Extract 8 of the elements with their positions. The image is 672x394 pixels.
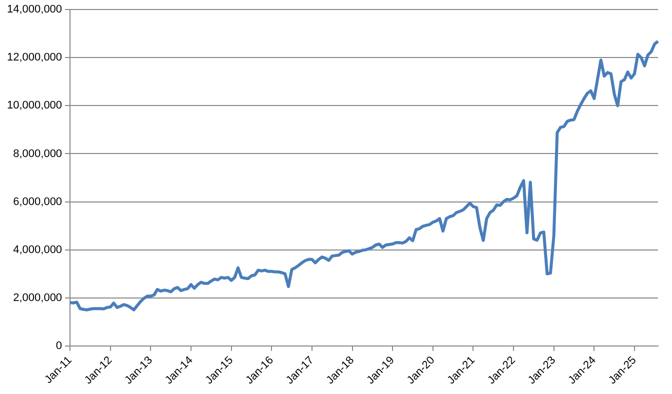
y-tick-label: 14,000,000 — [6, 4, 62, 16]
y-tick-label: 2,000,000 — [13, 292, 62, 304]
y-tick-label: 8,000,000 — [13, 148, 62, 160]
y-tick-label: 10,000,000 — [6, 100, 62, 112]
y-tick-label: 0 — [56, 340, 62, 352]
y-tick-label: 4,000,000 — [13, 244, 62, 256]
y-tick-label: 12,000,000 — [6, 52, 62, 64]
y-tick-label: 6,000,000 — [13, 196, 62, 208]
